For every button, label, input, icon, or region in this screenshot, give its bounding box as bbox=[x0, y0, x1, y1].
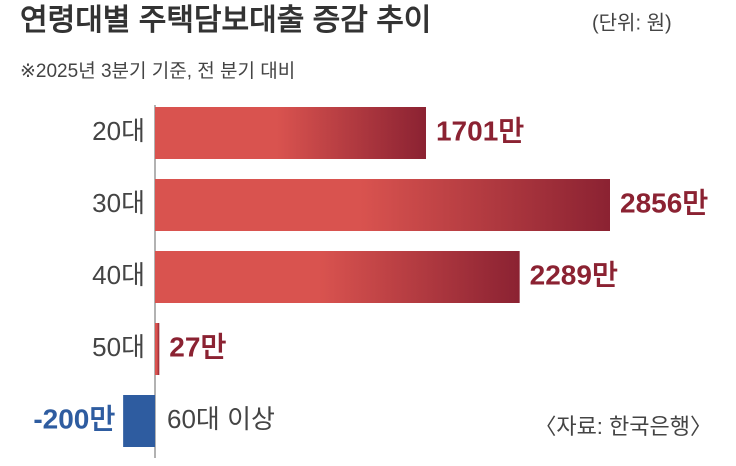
bar bbox=[123, 395, 155, 447]
value-label: -200만 bbox=[33, 403, 115, 434]
value-label: 2289만 bbox=[530, 259, 618, 290]
category-label: 30대 bbox=[92, 188, 145, 218]
bar bbox=[155, 107, 426, 159]
value-label: 27만 bbox=[169, 331, 226, 362]
chart-title: 연령대별 주택담보대출 증감 추이 bbox=[20, 4, 431, 37]
category-label: 40대 bbox=[92, 260, 145, 290]
source: 〈자료: 한국은행〉 bbox=[534, 414, 712, 439]
category-label: 20대 bbox=[92, 116, 145, 146]
value-label: 2856만 bbox=[620, 187, 708, 218]
value-label: 1701만 bbox=[436, 115, 524, 146]
bar bbox=[155, 323, 160, 375]
unit-note: (단위: 원) bbox=[592, 11, 672, 34]
category-label: 60대 이상 bbox=[167, 404, 275, 434]
category-label: 50대 bbox=[92, 332, 145, 362]
bar bbox=[155, 179, 610, 231]
bar bbox=[155, 251, 520, 303]
subtitle: ※2025년 3분기 기준, 전 분기 대비 bbox=[20, 60, 295, 82]
